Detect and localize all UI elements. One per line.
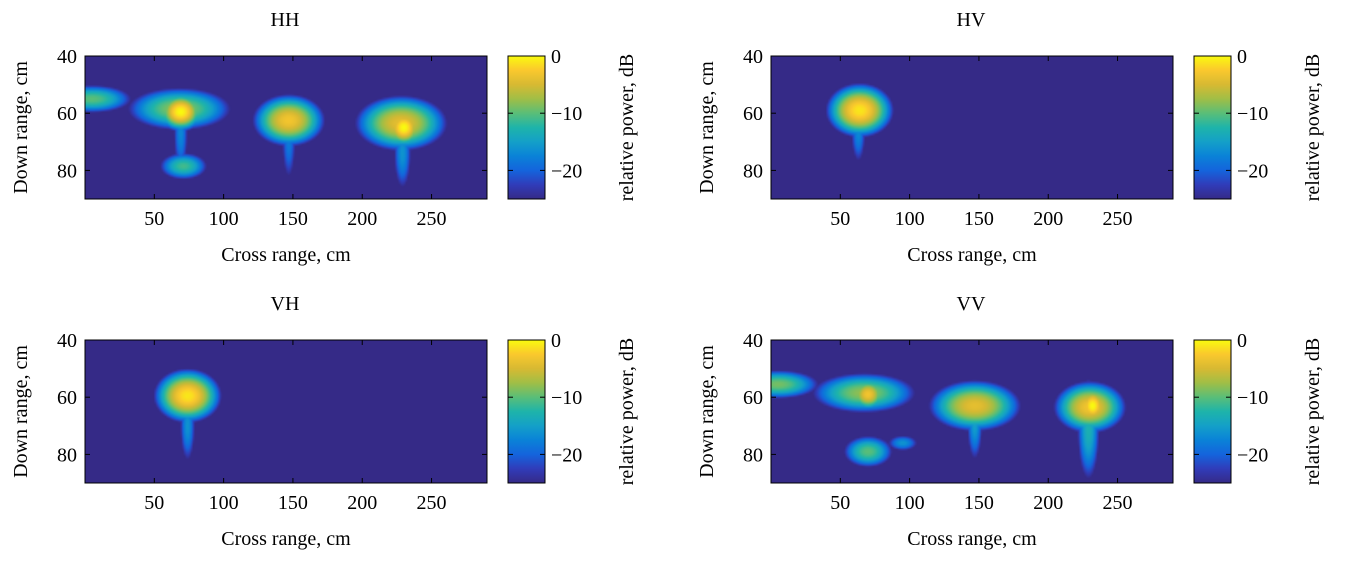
x-tick-label: 150 (278, 492, 308, 514)
x-axis-label: Cross range, cm (907, 244, 1037, 266)
colorbar-tick-label: 0 (1237, 46, 1247, 68)
x-tick-label: 200 (1033, 492, 1063, 514)
colorbar-tick-label: 0 (1237, 330, 1247, 352)
colorbar-tick-label: −10 (551, 387, 582, 409)
colorbar-tick-label: −20 (1237, 444, 1268, 466)
x-tick-label: 250 (1103, 208, 1133, 230)
colorbar-tick-label: −10 (1237, 387, 1268, 409)
y-axis-label: Down range, cm (696, 61, 718, 194)
x-tick-label: 100 (209, 492, 239, 514)
colorbar-tick-label: −20 (1237, 160, 1268, 182)
colorbar (507, 55, 546, 200)
x-tick-label: 50 (144, 492, 164, 514)
x-tick-label: 50 (144, 208, 164, 230)
heatmap-image (771, 340, 1173, 483)
y-tick-label: 60 (743, 103, 763, 125)
panel-hv: HV 50 100 150 200 250 40 60 80 Cross range, cm Dow… (696, 9, 1324, 266)
chart-title: VV (957, 293, 986, 315)
x-tick-label: 100 (895, 492, 925, 514)
y-tick-label: 40 (57, 330, 77, 352)
x-axis-label: Cross range, cm (907, 528, 1037, 550)
x-tick-label: 50 (830, 208, 850, 230)
y-axis-label: Down range, cm (696, 345, 718, 478)
x-tick-label: 200 (347, 492, 377, 514)
y-tick-label: 60 (57, 387, 77, 409)
x-tick-label: 150 (964, 492, 994, 514)
x-tick-label: 250 (417, 208, 447, 230)
y-axis-label: Down range, cm (10, 61, 32, 194)
colorbar-tick-label: −10 (1237, 103, 1268, 125)
chart-title: VH (271, 293, 300, 315)
colorbar-tick-label: 0 (551, 330, 561, 352)
y-tick-label: 80 (743, 160, 763, 182)
y-tick-label: 80 (57, 160, 77, 182)
y-tick-label: 40 (743, 46, 763, 68)
x-tick-label: 250 (417, 492, 447, 514)
x-tick-label: 250 (1103, 492, 1133, 514)
colorbar-tick-label: 0 (551, 46, 561, 68)
chart-title: HV (957, 9, 986, 31)
y-tick-label: 80 (57, 444, 77, 466)
colorbar-label: relative power, dB (616, 338, 638, 485)
y-tick-label: 80 (743, 444, 763, 466)
x-tick-label: 100 (895, 208, 925, 230)
y-tick-label: 60 (743, 387, 763, 409)
panel-vh: VH 50 100 150 200 250 40 60 80 Cross range, cm Dow… (10, 293, 638, 550)
x-axis-label: Cross range, cm (221, 244, 351, 266)
colorbar (1193, 55, 1232, 200)
x-tick-label: 50 (830, 492, 850, 514)
heatmap-image (85, 340, 487, 483)
colorbar-tick-label: −20 (551, 160, 582, 182)
plot-frame (770, 339, 1174, 484)
x-tick-label: 150 (278, 208, 308, 230)
panel-hh: HH 50 100 150 200 250 40 60 80 Cross range, cm Dow… (10, 9, 638, 266)
y-axis-label: Down range, cm (10, 345, 32, 478)
heatmap-image (85, 56, 487, 199)
plot-frame (84, 339, 488, 484)
colorbar-tick-label: −20 (551, 444, 582, 466)
plot-frame (770, 55, 1174, 200)
chart-title: HH (271, 9, 300, 31)
y-tick-label: 60 (57, 103, 77, 125)
x-tick-label: 100 (209, 208, 239, 230)
x-tick-label: 200 (347, 208, 377, 230)
panel-vv: VV 50 100 150 200 250 40 60 80 Cross range, cm Dow… (696, 293, 1324, 550)
colorbar-label: relative power, dB (1302, 338, 1324, 485)
x-tick-label: 150 (964, 208, 994, 230)
plot-frame (84, 55, 488, 200)
y-tick-label: 40 (743, 330, 763, 352)
colorbar-label: relative power, dB (1302, 54, 1324, 201)
colorbar (1193, 339, 1232, 484)
colorbar-label: relative power, dB (616, 54, 638, 201)
colorbar (507, 339, 546, 484)
x-tick-label: 200 (1033, 208, 1063, 230)
heatmap-image (771, 56, 1173, 199)
x-axis-label: Cross range, cm (221, 528, 351, 550)
y-tick-label: 40 (57, 46, 77, 68)
colorbar-tick-label: −10 (551, 103, 582, 125)
